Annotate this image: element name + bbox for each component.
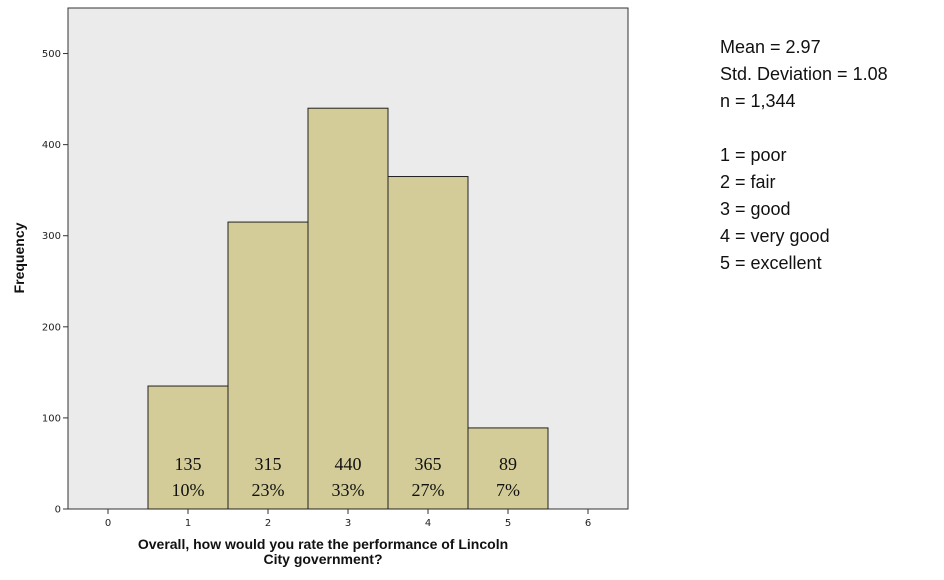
- bar-count-label: 440: [335, 454, 362, 474]
- bar-count-label: 89: [499, 454, 517, 474]
- legend-item-1: 1 = poor: [720, 145, 787, 165]
- bar-percent-label: 10%: [172, 480, 205, 500]
- x-tick-label: 2: [265, 518, 271, 529]
- legend-item-4: 4 = very good: [720, 226, 830, 246]
- bar-4: [387, 176, 469, 510]
- x-tick-label: 3: [345, 518, 351, 529]
- legend-item-2: 2 = fair: [720, 172, 776, 192]
- bar-3: [307, 107, 389, 510]
- legend-item-5: 5 = excellent: [720, 253, 822, 273]
- stat-mean: Mean = 2.97: [720, 37, 821, 57]
- bar-percent-label: 33%: [332, 480, 365, 500]
- x-axis-title-line-1: Overall, how would you rate the performa…: [138, 536, 508, 552]
- category-legend: 1 = poor 2 = fair 3 = good 4 = very good…: [720, 142, 888, 277]
- bar-1: [147, 385, 229, 510]
- legend-item-3: 3 = good: [720, 199, 791, 219]
- y-tick-label: 400: [42, 140, 61, 151]
- bar-5: [467, 427, 549, 510]
- x-tick-label: 6: [585, 518, 591, 529]
- x-tick-label: 4: [425, 518, 431, 529]
- x-tick-label: 5: [505, 518, 511, 529]
- bar-count-label: 135: [175, 454, 202, 474]
- y-tick-label: 100: [42, 413, 61, 424]
- stats-panel: Mean = 2.97 Std. Deviation = 1.08 n = 1,…: [720, 34, 888, 277]
- x-tick-label: 1: [185, 518, 191, 529]
- y-tick-label: 200: [42, 322, 61, 333]
- x-axis-title-line-2: City government?: [263, 551, 382, 567]
- bar-2: [227, 221, 309, 510]
- y-axis-title: Frequency: [11, 222, 27, 293]
- bar-count-label: 315: [255, 454, 282, 474]
- x-tick-label: 0: [105, 518, 111, 529]
- bar-count-label: 365: [415, 454, 442, 474]
- stat-n: n = 1,344: [720, 91, 796, 111]
- stat-std: Std. Deviation = 1.08: [720, 64, 888, 84]
- y-tick-label: 0: [55, 505, 61, 516]
- y-tick-label: 500: [42, 49, 61, 60]
- bar-percent-label: 7%: [496, 480, 520, 500]
- bar-percent-label: 23%: [252, 480, 285, 500]
- bar-percent-label: 27%: [412, 480, 445, 500]
- y-tick-label: 300: [42, 231, 61, 242]
